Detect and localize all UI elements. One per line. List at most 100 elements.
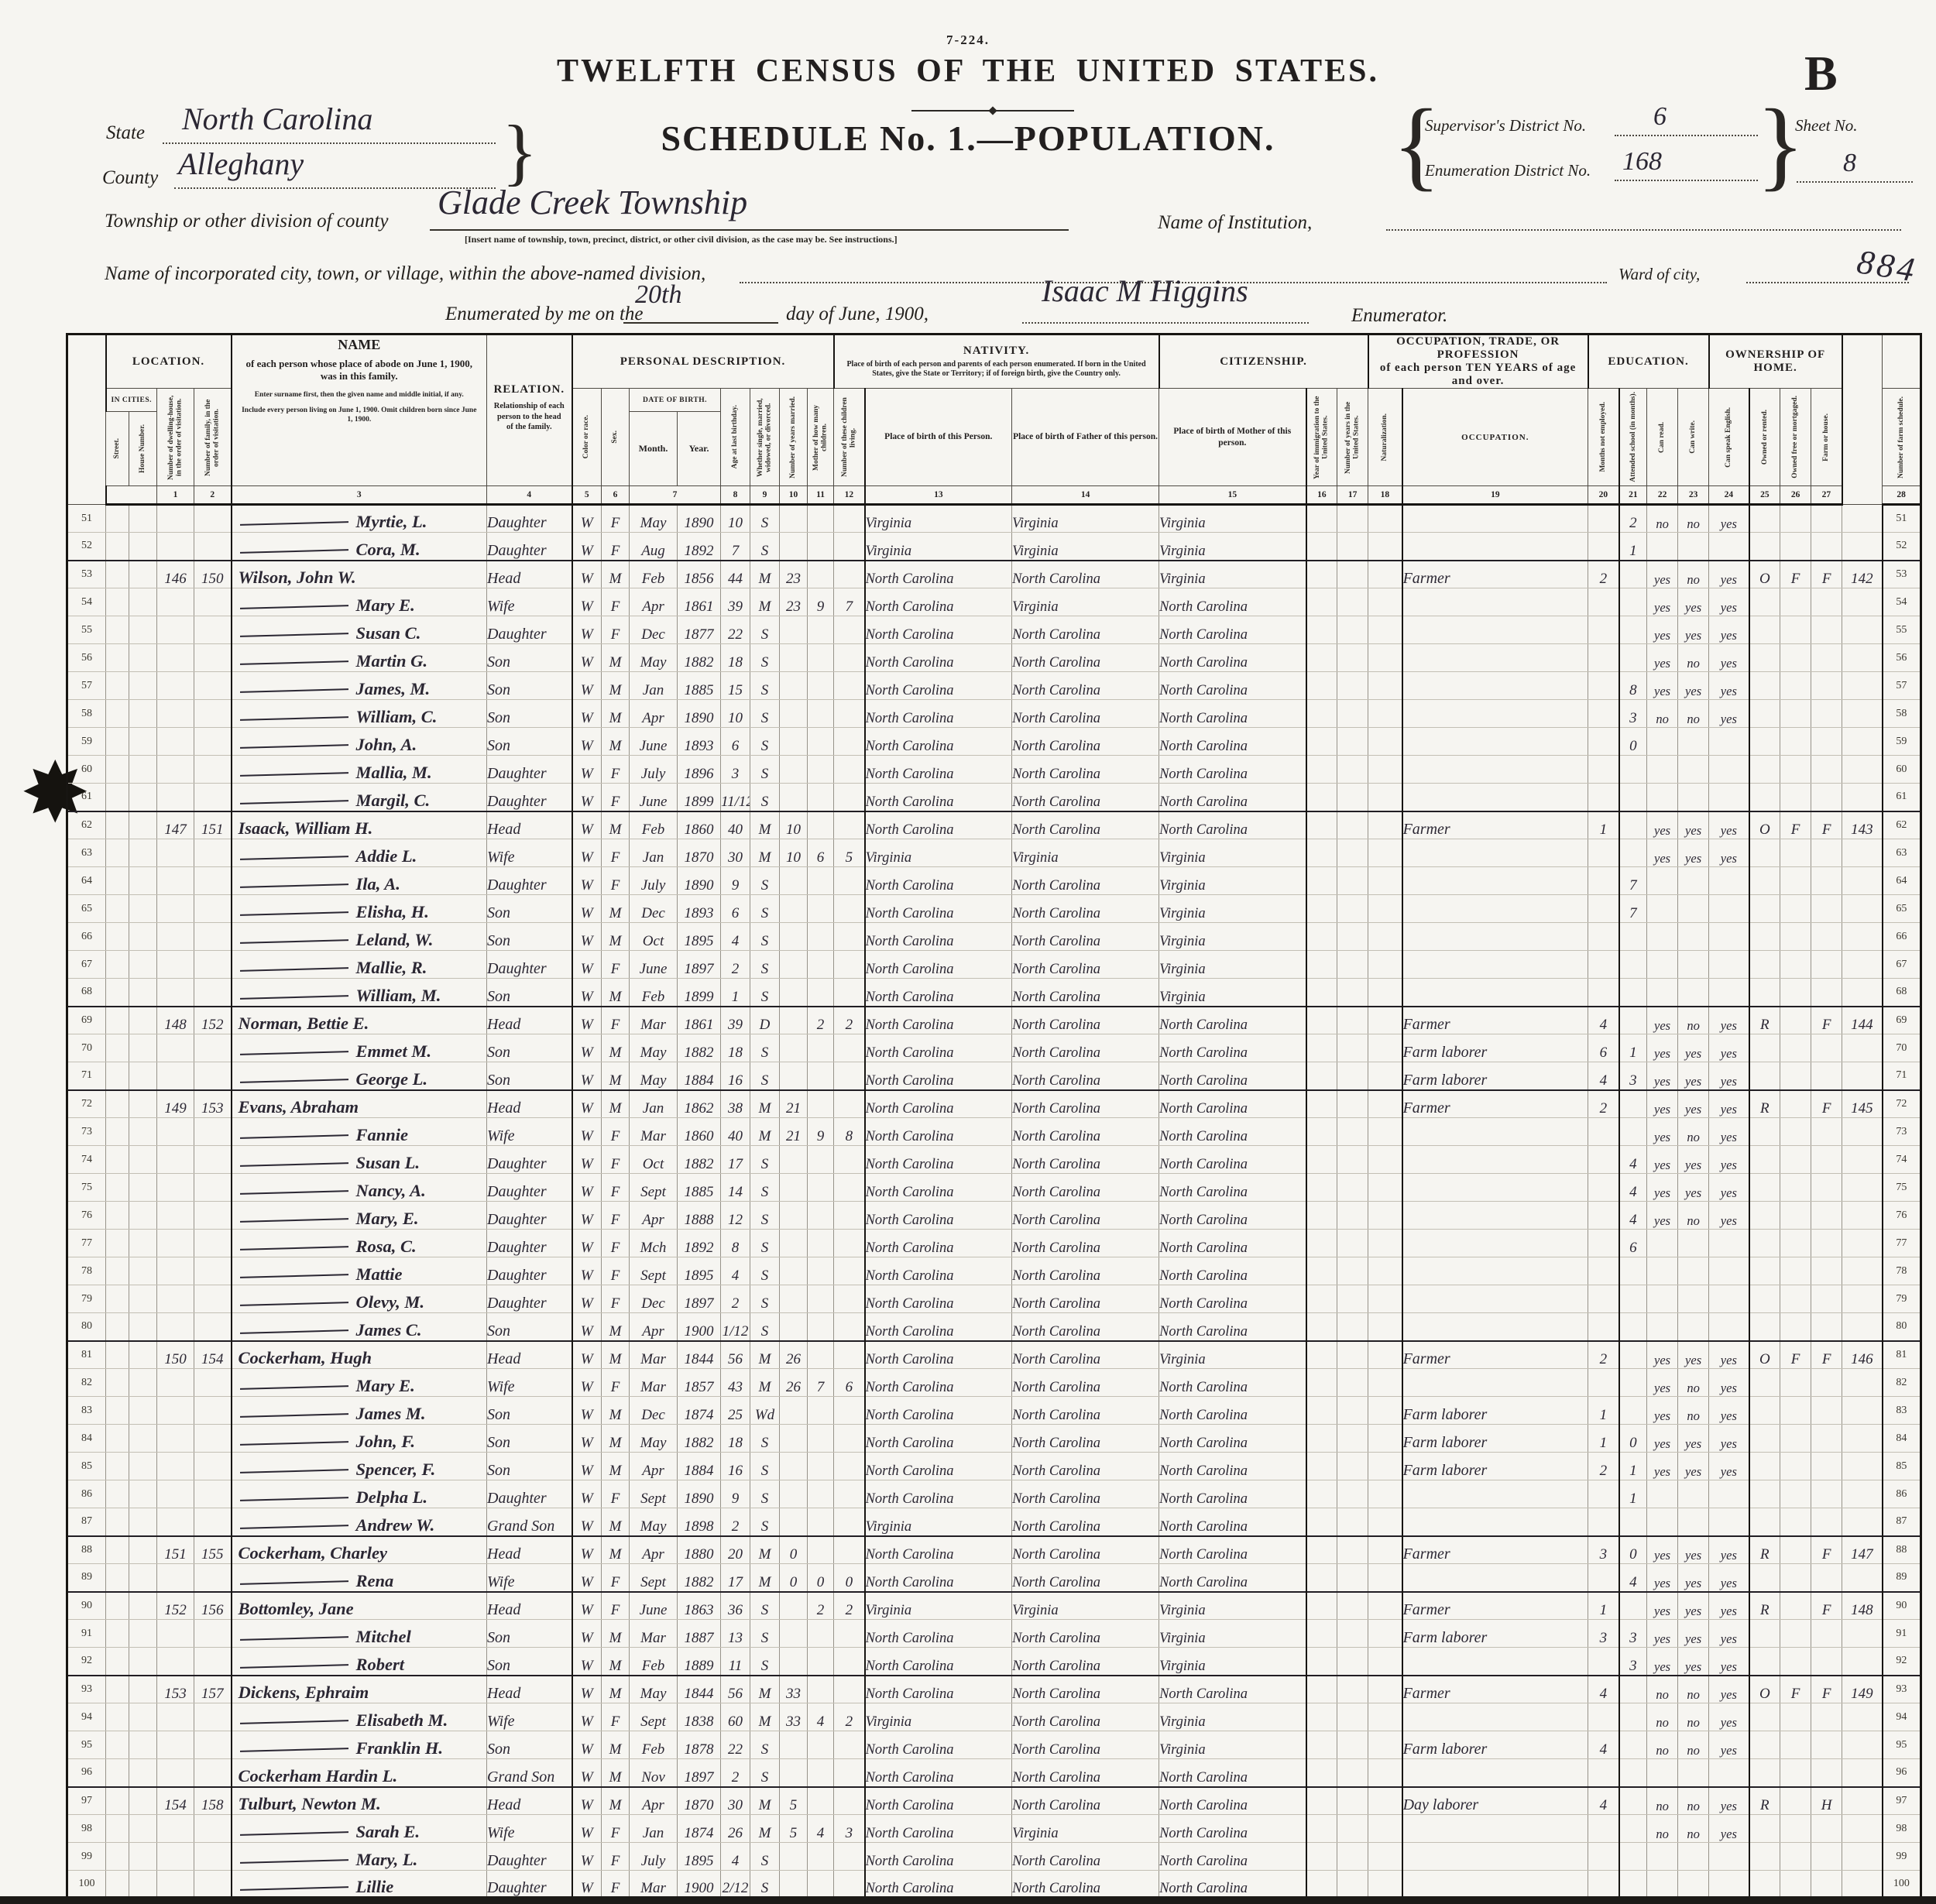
col-schedule-header: Number of farm schedule. — [1882, 388, 1922, 486]
ditto-leader-line — [239, 1302, 348, 1306]
cell-months-not-employed: 1 — [1588, 810, 1619, 839]
cell-name: James, M. — [230, 671, 487, 700]
cell-birth-year: 1877 — [677, 616, 721, 644]
cell-free-mortgaged — [1780, 1619, 1811, 1648]
cell-farm-house — [1811, 755, 1842, 784]
cell-months-not-employed — [1588, 1842, 1619, 1871]
cell-attended-school — [1618, 1842, 1647, 1871]
cell-can-write — [1677, 1870, 1709, 1899]
cell-street — [105, 1674, 129, 1703]
table-row: 95 Franklin H. Son W M Feb 1878 22 S Nor… — [67, 1731, 1921, 1759]
cell-sex: M — [601, 1508, 630, 1536]
cell-speak-english — [1708, 1508, 1749, 1536]
cell-children-living — [833, 950, 865, 979]
cell-pob-person: North Carolina — [863, 1229, 1012, 1257]
cell-years-married — [779, 671, 808, 700]
cell-occupation — [1401, 699, 1588, 728]
cell-can-write: no — [1677, 1814, 1709, 1843]
cell-color: W — [571, 1005, 602, 1034]
cell-street — [105, 866, 129, 895]
cell-family-number: 152 — [193, 1005, 232, 1034]
enumerator-underline — [1022, 304, 1309, 324]
cell-immigration-year — [1305, 671, 1337, 700]
cell-speak-english — [1708, 1758, 1749, 1787]
cell-speak-english: yes — [1708, 559, 1749, 588]
cell-farm-house — [1811, 1312, 1842, 1341]
row-number-right: 73 — [1881, 1117, 1921, 1146]
cell-dwelling-number — [156, 1145, 194, 1174]
cell-years-in-us — [1337, 866, 1368, 895]
cell-children-living — [833, 1424, 865, 1453]
cell-birth-year: 1890 — [677, 504, 721, 533]
cell-sex: M — [601, 1674, 630, 1703]
cell-free-mortgaged — [1780, 643, 1811, 672]
cell-marital-status: M — [750, 1674, 780, 1703]
cell-naturalization — [1368, 1758, 1402, 1787]
cell-immigration-year — [1305, 1145, 1337, 1174]
cell-speak-english: yes — [1708, 1535, 1749, 1564]
cell-can-read: yes — [1646, 1647, 1678, 1676]
cell-free-mortgaged — [1780, 1173, 1811, 1202]
cell-dwelling-number — [156, 1703, 194, 1731]
cell-birth-year: 1900 — [677, 1870, 721, 1899]
cell-farm-house — [1811, 671, 1842, 700]
cell-children-living — [833, 978, 865, 1007]
cell-pob-mother: Virginia — [1159, 504, 1306, 533]
cell-naturalization — [1368, 727, 1402, 756]
cell-can-read: no — [1646, 699, 1678, 728]
cell-family-number — [193, 1285, 232, 1313]
table-row: 72 149 153 Evans, Abraham Head W M Jan 1… — [67, 1089, 1921, 1118]
cell-farm-house: F — [1811, 1005, 1842, 1034]
cell-dwelling-number — [156, 1062, 194, 1090]
cell-attended-school — [1618, 950, 1647, 979]
row-number-left: 69 — [67, 1005, 106, 1034]
ditto-leader-line — [239, 548, 348, 554]
cell-name: Rosa, C. — [230, 1229, 487, 1257]
cell-marital-status: S — [750, 504, 780, 533]
cell-pob-father: North Carolina — [1011, 559, 1159, 588]
cell-marital-status: S — [750, 1590, 780, 1620]
cell-sex: M — [601, 978, 630, 1007]
cell-attended-school: 1 — [1618, 1452, 1647, 1480]
cell-immigration-year — [1305, 1173, 1337, 1202]
cell-dwelling-number — [156, 1647, 194, 1676]
row-number-right: 100 — [1881, 1870, 1921, 1899]
cell-speak-english — [1708, 1870, 1749, 1899]
cell-naturalization — [1368, 1173, 1402, 1202]
cell-birth-year: 1896 — [677, 755, 721, 784]
cell-birth-year: 1861 — [677, 588, 721, 616]
cell-mother-of-children — [807, 643, 834, 672]
table-header: LOCATION. NAME of each person whose plac… — [67, 334, 1922, 506]
cell-immigration-year — [1305, 1396, 1337, 1425]
cell-pob-mother: North Carolina — [1159, 588, 1306, 616]
cell-birth-year: 1884 — [677, 1452, 721, 1480]
cell-birth-month: Jan — [629, 1089, 678, 1118]
cell-mother-of-children: 9 — [807, 588, 834, 616]
cell-family-number: 155 — [193, 1535, 232, 1564]
cell-name: Ila, A. — [230, 866, 487, 895]
cell-immigration-year — [1305, 1285, 1337, 1313]
cell-free-mortgaged — [1780, 699, 1811, 728]
cell-owned-rented — [1748, 1563, 1780, 1592]
cell-birth-year: 1860 — [677, 1117, 721, 1146]
cell-immigration-year — [1305, 839, 1337, 867]
cell-family-number: 150 — [193, 559, 232, 588]
cell-pob-person: North Carolina — [863, 1285, 1012, 1313]
cell-name: Dickens, Ephraim — [230, 1674, 487, 1703]
cell-marital-status: S — [750, 1424, 780, 1453]
cell-age: 2 — [720, 1508, 750, 1536]
cell-house-number — [129, 894, 157, 923]
cell-months-not-employed — [1588, 1312, 1619, 1341]
cell-dwelling-number — [156, 1034, 194, 1062]
cell-birth-month: Jan — [629, 1814, 678, 1843]
table-row: 90 152 156 Bottomley, Jane Head W F June… — [67, 1590, 1921, 1620]
row-number-right: 55 — [1881, 616, 1921, 644]
cell-pob-father: North Carolina — [1011, 1842, 1159, 1871]
cell-pob-person: Virginia — [863, 1508, 1012, 1536]
cell-naturalization — [1368, 643, 1402, 672]
cell-house-number — [129, 1034, 157, 1062]
cell-immigration-year — [1305, 1842, 1337, 1871]
cell-dwelling-number — [156, 588, 194, 616]
cell-attended-school — [1618, 755, 1647, 784]
